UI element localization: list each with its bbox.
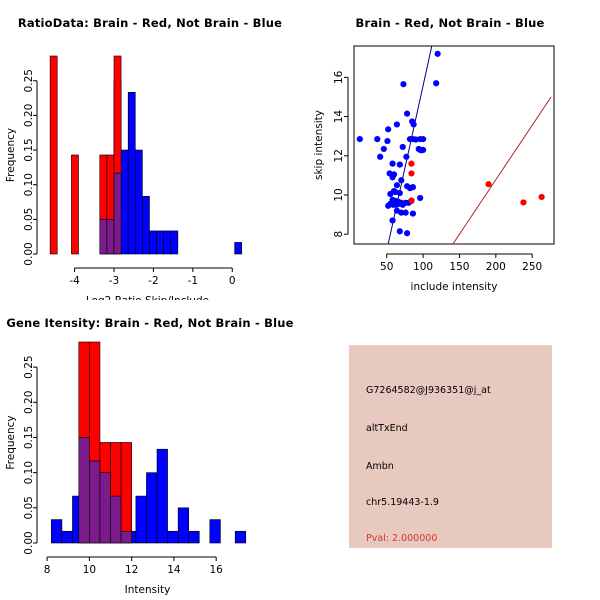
ratio-histogram-panel: RatioData: Brain - Red, Not Brain - Blue… [0, 0, 300, 300]
svg-text:Log2 Ratio Skip/Include: Log2 Ratio Skip/Include [86, 295, 209, 300]
scatter-plot-panel: Brain - Red, Not Brain - Blue 8 10 12 14 16 s… [300, 0, 600, 300]
svg-text:16: 16 [209, 564, 223, 576]
svg-text:skip intensity: skip intensity [313, 110, 325, 180]
gene-info-panel: G7264582@J936351@j_at altTxEnd Ambn chr5… [349, 345, 552, 548]
svg-text:Intensity: Intensity [125, 584, 171, 596]
svg-text:0.15: 0.15 [23, 138, 35, 161]
svg-text:100: 100 [413, 261, 433, 273]
svg-text:-2: -2 [148, 275, 158, 287]
svg-text:0.20: 0.20 [23, 391, 35, 414]
gene-symbol-text: Ambn [366, 461, 394, 472]
svg-text:14: 14 [333, 110, 345, 124]
svg-text:12: 12 [125, 564, 138, 576]
svg-text:14: 14 [167, 564, 181, 576]
ratio-histogram-canvas: 0.00 0.05 0.10 0.15 0.20 0.25 Frequency -4 -3 -2 -… [5, 55, 243, 300]
scatter-plot-canvas: 8 10 12 14 16 skip intensity 50 100 150 200 250 inc… [313, 45, 555, 293]
svg-text:0.05: 0.05 [23, 496, 35, 519]
svg-text:200: 200 [486, 261, 506, 273]
svg-text:include intensity: include intensity [411, 281, 498, 293]
ratio-histogram-title: RatioData: Brain - Red, Not Brain - Blue [17, 16, 283, 30]
svg-text:0.20: 0.20 [23, 104, 35, 127]
svg-text:12: 12 [333, 149, 345, 162]
gene-intensity-histogram-canvas: 0.00 0.05 0.10 0.15 0.20 0.25 Frequency 8 10 12 14… [5, 341, 247, 596]
svg-text:0.25: 0.25 [23, 355, 35, 378]
svg-text:8: 8 [44, 564, 51, 576]
scatter-plot-title: Brain - Red, Not Brain - Blue [355, 16, 545, 30]
event-type-text: altTxEnd [366, 423, 408, 434]
svg-text:0.15: 0.15 [23, 426, 35, 449]
location-text: chr5.19443-1.9 [366, 497, 439, 508]
svg-text:250: 250 [522, 261, 542, 273]
svg-text:-1: -1 [188, 275, 198, 287]
probe-id-text: G7264582@J936351@j_at [366, 385, 491, 396]
svg-text:8: 8 [333, 231, 345, 238]
svg-text:Frequency: Frequency [5, 128, 17, 182]
svg-text:0.10: 0.10 [23, 173, 35, 196]
svg-text:Frequency: Frequency [5, 415, 17, 469]
svg-text:0.25: 0.25 [23, 69, 35, 92]
svg-text:16: 16 [333, 70, 345, 84]
svg-text:10: 10 [83, 564, 96, 576]
gene-intensity-histogram-title: Gene Itensity: Brain - Red, Not Brain - … [6, 316, 294, 330]
gene-intensity-histogram-panel: Gene Itensity: Brain - Red, Not Brain - … [0, 300, 300, 600]
svg-text:0: 0 [229, 275, 236, 287]
svg-text:50: 50 [380, 261, 393, 273]
svg-text:10: 10 [333, 188, 345, 201]
svg-text:150: 150 [449, 261, 469, 273]
svg-text:0.00: 0.00 [23, 531, 35, 554]
svg-text:0.00: 0.00 [23, 242, 35, 265]
svg-text:0.10: 0.10 [23, 461, 35, 484]
pval-text: Pval: 2.000000 [366, 533, 438, 544]
svg-text:0.05: 0.05 [23, 208, 35, 231]
svg-text:-3: -3 [109, 275, 119, 287]
svg-text:-4: -4 [69, 275, 80, 287]
